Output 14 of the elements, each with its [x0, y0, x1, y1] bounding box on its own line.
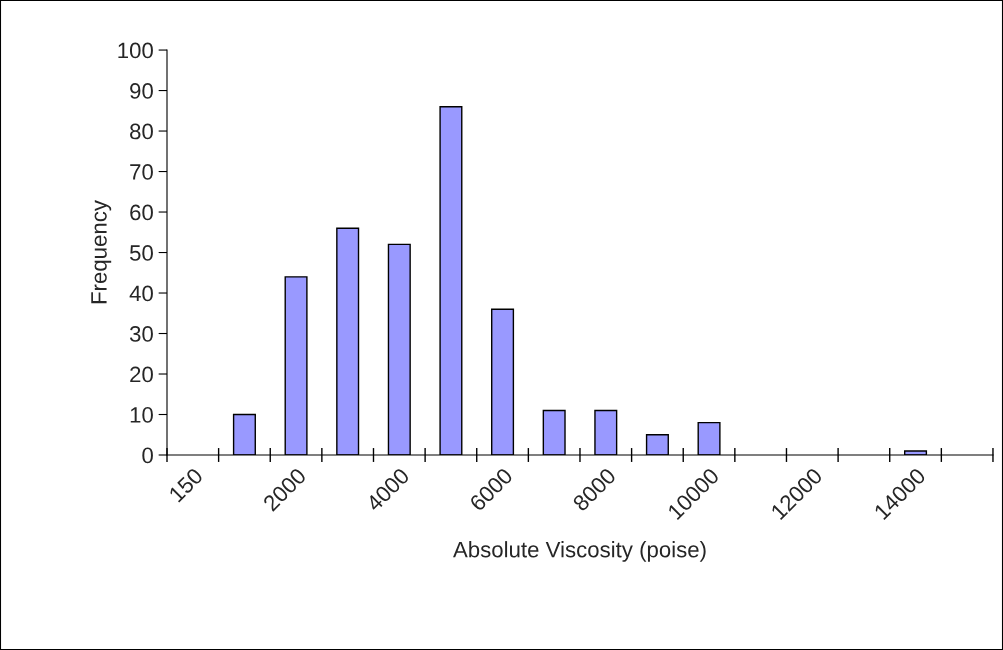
y-tick-label: 100 [118, 42, 153, 59]
y-tick-label: 60 [130, 204, 153, 221]
y-tick-label: 30 [129, 326, 153, 342]
y-tick-label: 10 [130, 407, 153, 423]
y-tick-label: 70 [130, 164, 153, 180]
x-axis-title: Absolute Viscosity (poise) [453, 541, 706, 562]
y-tick-label: 40 [129, 285, 153, 302]
y-tick-label: 90 [130, 83, 153, 99]
y-tick-label: 50 [129, 245, 153, 261]
x-tick-label: 150 [168, 467, 204, 503]
y-tick-label: 20 [130, 366, 153, 383]
y-axis-title: Frequency [91, 200, 112, 304]
y-tick-label: 0 [142, 447, 153, 464]
y-tick-label: 80 [130, 123, 153, 140]
